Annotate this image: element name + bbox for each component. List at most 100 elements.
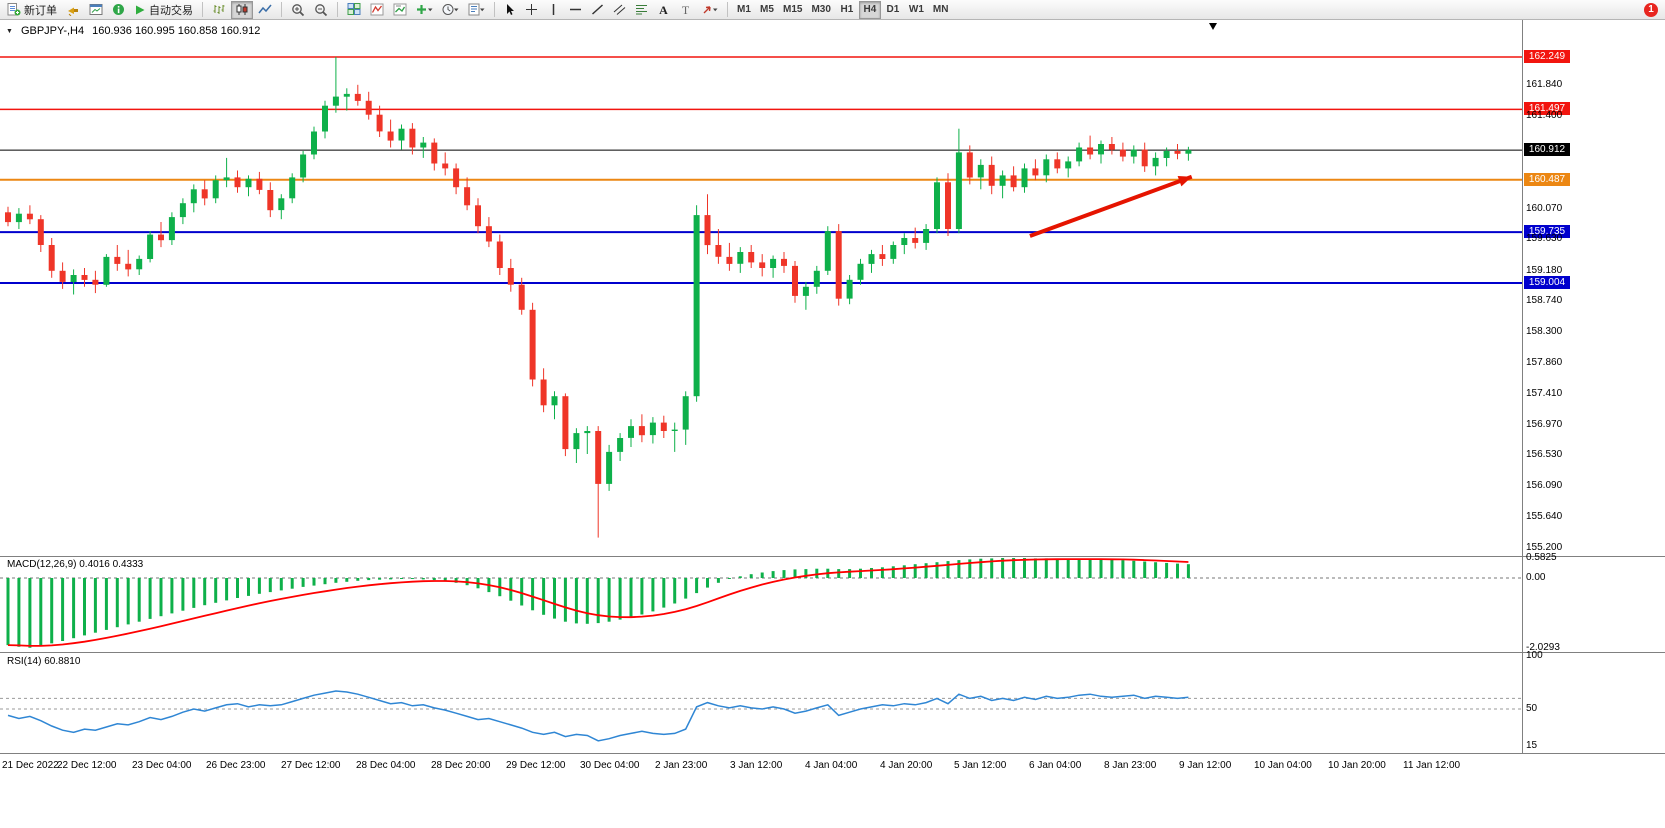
time-axis-label: 30 Dec 04:00 xyxy=(580,760,640,771)
time-axis[interactable]: 21 Dec 2022 22 Dec 12:00 23 Dec 04:00 26 De… xyxy=(0,758,1522,772)
level-lines-group[interactable] xyxy=(0,56,1522,284)
timeframe-button-m30[interactable]: M30 xyxy=(811,4,831,15)
price-axis-label: 159.180 xyxy=(1526,265,1563,276)
zoom-out-button[interactable] xyxy=(310,1,332,19)
time-axis-label: 26 Dec 23:00 xyxy=(206,760,266,771)
new-order-label: 新订单 xyxy=(24,4,57,17)
indicators-icon xyxy=(370,3,384,16)
vertical-line-icon xyxy=(552,4,555,15)
time-axis-label: 29 Dec 12:00 xyxy=(506,760,566,771)
bar-chart-button[interactable] xyxy=(208,1,230,19)
new-chart-button[interactable] xyxy=(85,1,107,19)
ohlc-bars-icon xyxy=(213,5,225,14)
text-a-icon: A xyxy=(659,3,668,16)
crosshair-icon xyxy=(526,4,537,15)
crosshair-button[interactable] xyxy=(521,1,542,19)
add-indicator-button[interactable] xyxy=(412,1,437,19)
timeframe-button-h1[interactable]: H1 xyxy=(840,4,854,15)
time-axis-label: 4 Jan 20:00 xyxy=(880,760,933,771)
clock-icon xyxy=(442,4,459,15)
trend-arrow[interactable] xyxy=(1029,174,1193,238)
time-axis-label: 11 Jan 12:00 xyxy=(1403,760,1461,771)
chart-canvas[interactable] xyxy=(0,20,1665,828)
template-icon xyxy=(468,3,485,16)
macd-signal-line xyxy=(7,558,1189,647)
arrows-button[interactable] xyxy=(697,1,722,19)
cursor-icon xyxy=(507,4,514,15)
price-axis-label: 156.970 xyxy=(1526,419,1563,430)
tile-windows-button[interactable] xyxy=(343,1,365,19)
price-axis-label: 155.200 xyxy=(1526,542,1563,553)
price-axis-label: 157.860 xyxy=(1526,357,1563,368)
time-axis-label: 23 Dec 04:00 xyxy=(132,760,192,771)
trendline-icon xyxy=(591,4,604,15)
channel-button[interactable] xyxy=(609,1,630,19)
new-order-button[interactable]: 新订单 xyxy=(3,1,61,19)
price-axis-label: 159.630 xyxy=(1526,233,1563,244)
candlestick-button[interactable] xyxy=(231,0,253,19)
price-axis-label: 161.840 xyxy=(1526,79,1563,90)
timeframe-button-m5[interactable]: M5 xyxy=(760,4,774,15)
candles-group xyxy=(5,56,1192,538)
timeframe-button-m1[interactable]: M1 xyxy=(737,4,751,15)
cursor-button[interactable] xyxy=(500,1,520,19)
chart-window-icon xyxy=(89,4,103,15)
autotrading-button[interactable]: 自动交易 xyxy=(130,1,197,19)
price-level-badge: 159.735 xyxy=(1524,225,1570,238)
price-level-badge: 161.497 xyxy=(1524,102,1570,115)
price-axis-label: 158.740 xyxy=(1526,295,1563,306)
line-chart-icon xyxy=(258,4,272,14)
price-axis[interactable]: 162.249 161.840 161.497 161.400 160.912 160.4… xyxy=(1523,0,1665,828)
timeframe-button-m15[interactable]: M15 xyxy=(783,4,803,15)
time-axis-label: 2 Jan 23:00 xyxy=(655,760,708,771)
fibonacci-button[interactable] xyxy=(631,1,652,19)
svg-text:A: A xyxy=(659,3,668,16)
time-axis-label: 28 Dec 20:00 xyxy=(431,760,491,771)
notification-badge[interactable]: 1 xyxy=(1644,2,1658,17)
time-axis-label: 21 Dec 2022 xyxy=(2,760,59,771)
rsi-axis-label: 50 xyxy=(1526,703,1538,714)
period-button[interactable] xyxy=(438,1,463,19)
label-t-icon: T xyxy=(682,3,690,16)
toolbar-separator xyxy=(494,2,495,17)
price-level-badge: 160.912 xyxy=(1524,143,1570,156)
text-button[interactable]: A xyxy=(653,1,674,19)
line-chart-button[interactable] xyxy=(254,1,276,19)
zoom-in-button[interactable] xyxy=(287,1,309,19)
trendline-button[interactable] xyxy=(587,1,608,19)
chart-frame-group xyxy=(0,20,1665,754)
indicators-button[interactable] xyxy=(366,1,388,19)
help-button[interactable] xyxy=(108,1,129,19)
price-level-badge: 160.487 xyxy=(1524,173,1570,186)
main-toolbar: 新订单 自动交易 xyxy=(0,0,1665,20)
template-button[interactable] xyxy=(464,1,489,19)
indicator-list-button[interactable] xyxy=(389,1,411,19)
macd-axis-label: 0.00 xyxy=(1526,572,1546,583)
add-indicator-icon xyxy=(417,5,433,14)
price-axis-label: 156.090 xyxy=(1526,480,1563,491)
time-axis-label: 8 Jan 23:00 xyxy=(1104,760,1157,771)
autotrading-label: 自动交易 xyxy=(149,4,193,17)
timeframe-button-mn[interactable]: MN xyxy=(932,4,949,15)
rsi-group xyxy=(0,690,1522,742)
price-axis-label: 156.530 xyxy=(1526,449,1563,460)
rsi-line xyxy=(7,690,1189,742)
macd-axis-label: 0.5825 xyxy=(1526,552,1557,563)
label-button[interactable]: T xyxy=(675,1,696,19)
price-axis-label: 160.070 xyxy=(1526,203,1563,214)
chart-shift-marker[interactable] xyxy=(1209,23,1217,30)
timeframe-button-h4[interactable]: H4 xyxy=(858,0,881,19)
horizontal-line-button[interactable] xyxy=(565,1,586,19)
horizontal-line-icon xyxy=(570,8,581,11)
vertical-line-button[interactable] xyxy=(543,1,564,19)
timeframe-toolbar: M1 M5 M15 M30 H1 H4 D1 W1 MN xyxy=(733,0,952,19)
toolbar-separator xyxy=(727,2,728,17)
time-axis-label: 9 Jan 12:00 xyxy=(1179,760,1232,771)
toolbar-separator xyxy=(337,2,338,17)
timeframe-button-w1[interactable]: W1 xyxy=(908,4,924,15)
timeframe-button-d1[interactable]: D1 xyxy=(886,4,900,15)
horn-icon xyxy=(68,7,78,16)
candlestick-icon xyxy=(236,4,248,15)
time-axis-label: 28 Dec 04:00 xyxy=(356,760,416,771)
alerts-button[interactable] xyxy=(62,1,84,19)
